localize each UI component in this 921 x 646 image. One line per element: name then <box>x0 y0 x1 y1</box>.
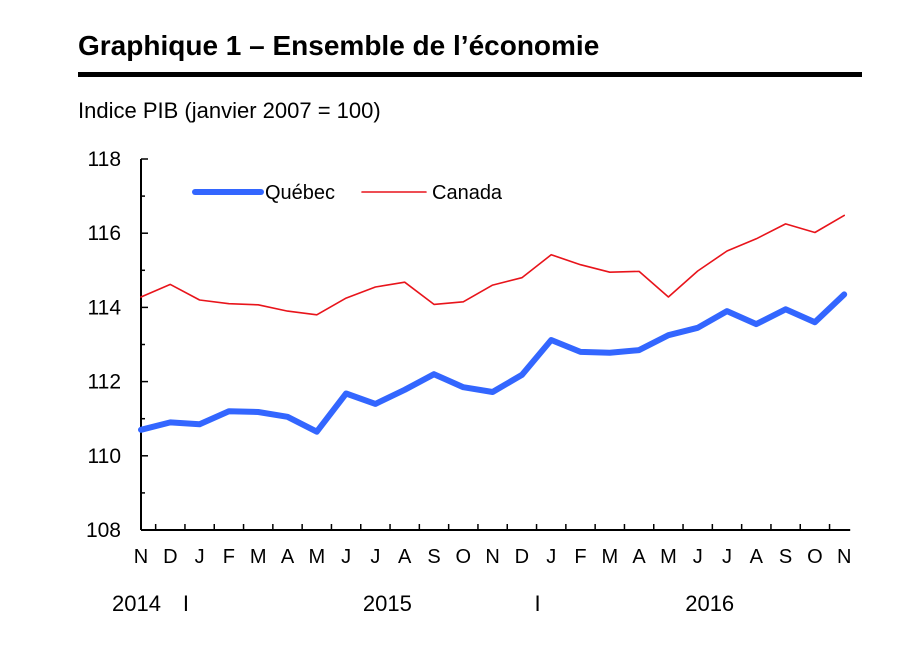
x-tick-label: M <box>308 546 325 568</box>
title-rule <box>78 72 862 77</box>
x-tick-label: M <box>601 546 618 568</box>
x-tick-label: O <box>807 546 823 568</box>
y-tick-label: 112 <box>88 371 121 394</box>
year-label: 2014 <box>112 591 161 616</box>
x-tick-label: N <box>485 546 499 568</box>
series-layer <box>138 214 848 435</box>
x-tick-label: J <box>370 546 380 568</box>
year-label: 2015 <box>363 591 412 616</box>
x-tick-label: N <box>837 546 851 568</box>
legend-label: Québec <box>265 182 335 204</box>
x-tick-label: F <box>223 546 235 568</box>
x-tick-label: D <box>515 546 529 568</box>
year-separator: I <box>183 591 189 616</box>
x-tick-label: O <box>456 546 472 568</box>
series-line-canada <box>140 214 846 316</box>
x-tick-label: A <box>281 546 295 568</box>
x-tick-label: M <box>660 546 677 568</box>
x-tick-label: J <box>722 546 732 568</box>
x-tick-label: S <box>427 546 440 568</box>
legend-label: Canada <box>432 182 503 204</box>
series-line-quebec <box>138 291 848 435</box>
x-tick-label: D <box>163 546 177 568</box>
x-tick-label: A <box>750 546 764 568</box>
x-tick-label: J <box>341 546 351 568</box>
x-tick-label: J <box>693 546 703 568</box>
x-tick-label: J <box>195 546 205 568</box>
y-tick-label: 110 <box>88 445 121 468</box>
chart-title: Graphique 1 – Ensemble de l’économie <box>78 30 600 61</box>
x-tick-label: F <box>574 546 586 568</box>
x-tick-label: J <box>546 546 556 568</box>
year-separator: I <box>534 591 540 616</box>
chart-legend: Québec Canada <box>192 182 503 204</box>
x-tick-label: S <box>779 546 792 568</box>
x-tick-label: M <box>250 546 267 568</box>
y-tick-label: 114 <box>88 296 122 319</box>
y-tick-label: 116 <box>88 222 121 245</box>
x-tick-label: A <box>632 546 646 568</box>
y-tick-label: 108 <box>86 519 121 542</box>
y-axis-caption: Indice PIB (janvier 2007 = 100) <box>78 98 381 123</box>
y-tick-label: 118 <box>88 148 121 171</box>
x-tick-label: A <box>398 546 412 568</box>
chart-axes: 108 110 112 114 116 118 <box>86 148 851 542</box>
x-tick-label: N <box>134 546 148 568</box>
year-label: 2016 <box>685 591 734 616</box>
